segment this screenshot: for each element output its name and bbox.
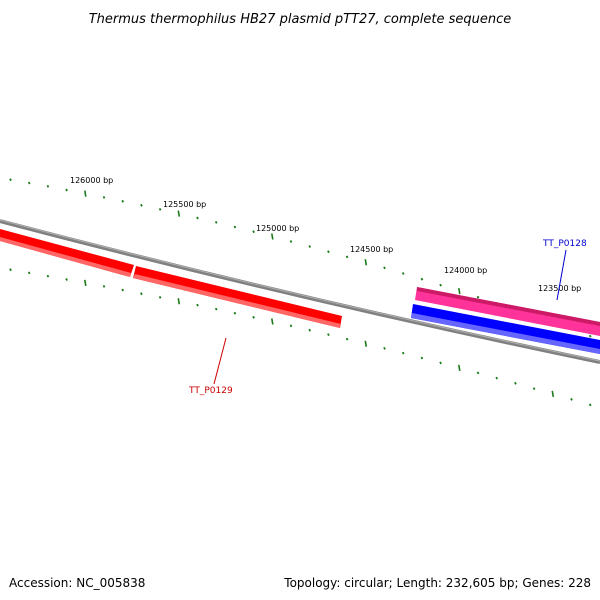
map-title: Thermus thermophilus HB27 plasmid pTT27,… xyxy=(89,12,512,27)
minor-tick xyxy=(65,278,68,281)
minor-tick xyxy=(121,288,125,292)
gene-tt-p0128[interactable] xyxy=(411,287,600,354)
major-tick xyxy=(271,233,274,240)
tick-label: 125500 bp xyxy=(163,200,206,209)
minor-tick xyxy=(9,178,12,182)
gene-leader-line xyxy=(556,249,567,301)
gene-label-tt-p0128[interactable]: TT_P0128 xyxy=(542,239,587,249)
minor-tick xyxy=(439,283,442,287)
minor-tick xyxy=(289,240,293,243)
gene-leader-line xyxy=(213,337,227,385)
minor-tick xyxy=(233,311,237,315)
minor-tick xyxy=(532,387,536,391)
minor-tick xyxy=(514,381,517,385)
summary-text: Topology: circular; Length: 232,605 bp; … xyxy=(283,576,591,590)
gene-segment-shade xyxy=(417,287,600,326)
minor-tick xyxy=(327,250,330,254)
minor-tick xyxy=(308,245,312,248)
gene-tt-p0129[interactable] xyxy=(0,229,342,328)
gene-label-tt-p0129[interactable]: TT_P0129 xyxy=(188,386,233,396)
minor-tick xyxy=(46,274,50,278)
minor-tick xyxy=(102,195,106,199)
minor-tick xyxy=(65,188,68,192)
minor-tick xyxy=(140,292,143,296)
minor-tick xyxy=(588,334,592,338)
minor-tick xyxy=(420,277,424,281)
major-tick xyxy=(458,287,461,295)
minor-tick xyxy=(27,271,31,275)
minor-tick xyxy=(9,268,12,272)
minor-tick xyxy=(383,266,386,270)
major-tick xyxy=(364,340,368,347)
minor-tick xyxy=(46,184,50,188)
minor-tick xyxy=(420,356,424,360)
minor-tick xyxy=(252,230,255,234)
minor-tick xyxy=(495,376,499,380)
minor-tick xyxy=(401,351,405,355)
minor-tick xyxy=(327,333,330,337)
inner-tick-ring xyxy=(9,268,592,407)
minor-tick xyxy=(308,328,312,332)
tick-label: 125000 bp xyxy=(256,224,299,233)
minor-tick xyxy=(233,225,237,229)
minor-tick xyxy=(289,324,293,328)
minor-tick xyxy=(476,295,480,299)
gene-segment-shade xyxy=(133,274,341,328)
major-tick xyxy=(271,318,274,325)
minor-tick xyxy=(158,207,162,211)
minor-tick xyxy=(570,397,573,401)
minor-tick xyxy=(27,181,31,185)
minor-tick xyxy=(401,272,405,275)
minor-tick xyxy=(383,346,386,350)
major-tick xyxy=(364,259,368,266)
plasmid-backbone-highlight xyxy=(0,219,600,362)
minor-tick xyxy=(588,403,592,407)
gene-segment-shade xyxy=(0,237,131,277)
minor-tick xyxy=(214,307,218,311)
minor-tick xyxy=(252,315,255,319)
plasmid-backbone xyxy=(0,219,600,364)
minor-tick xyxy=(158,295,162,299)
minor-tick xyxy=(476,371,480,375)
minor-tick xyxy=(140,203,143,207)
minor-tick xyxy=(214,220,218,224)
tick-label: 123500 bp xyxy=(538,284,581,293)
minor-tick xyxy=(121,199,125,203)
minor-tick xyxy=(345,337,349,341)
minor-tick xyxy=(439,361,442,365)
major-tick xyxy=(84,190,87,197)
gene-segment-shade xyxy=(411,313,600,354)
tick-label: 124500 bp xyxy=(350,245,393,254)
accession-text: Accession: NC_005838 xyxy=(9,576,145,590)
tick-label: 126000 bp xyxy=(70,176,113,185)
tick-label: 124000 bp xyxy=(444,266,487,275)
major-tick xyxy=(458,364,461,372)
minor-tick xyxy=(196,303,199,307)
minor-tick xyxy=(196,216,199,220)
minor-tick xyxy=(102,284,106,288)
major-tick xyxy=(177,298,181,305)
major-tick xyxy=(84,279,87,287)
minor-tick xyxy=(345,255,349,259)
tick-labels: 126000 bp 125500 bp 125000 bp 124500 bp … xyxy=(70,176,581,293)
major-tick xyxy=(551,390,555,398)
major-tick xyxy=(177,210,181,217)
